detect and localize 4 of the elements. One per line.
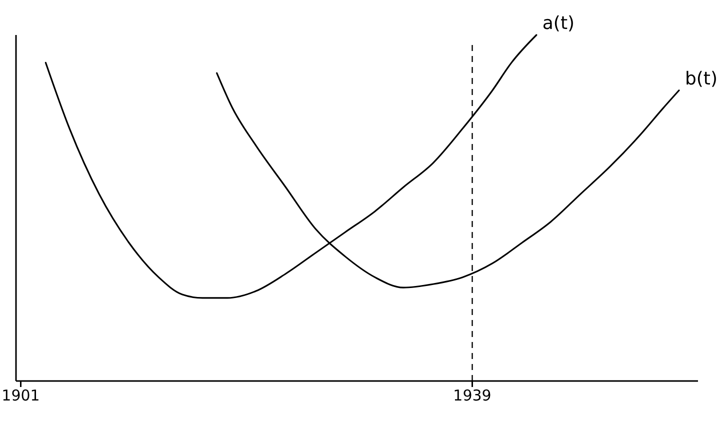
x-tick-label: 1939 [453,386,492,405]
x-tick-label: 1901 [2,386,40,405]
series-label: b(t) [684,68,718,90]
series-label: a(t) [542,13,575,34]
